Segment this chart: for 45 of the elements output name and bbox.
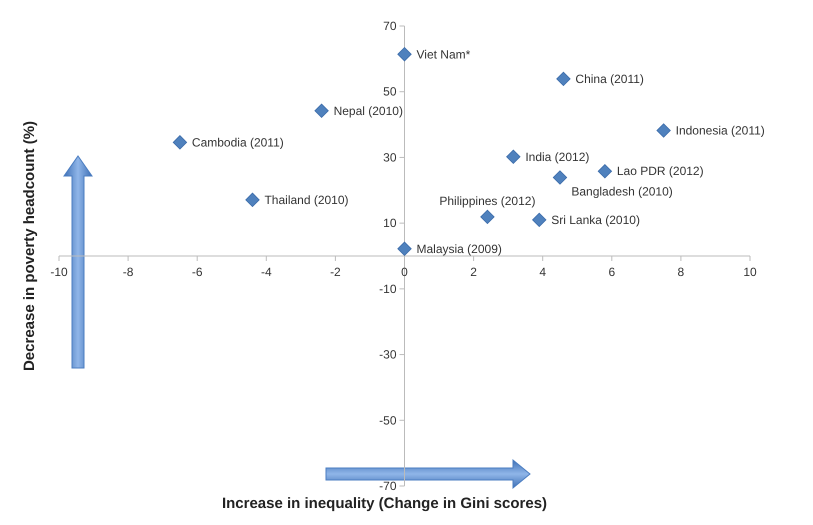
annotation: Indonesia (2011) [676, 123, 765, 138]
x-tick-label: 4 [539, 265, 546, 279]
x-tick-label: -4 [260, 265, 272, 279]
annotation: Sri Lanka (2010) [551, 212, 640, 227]
point [556, 72, 571, 86]
point [506, 150, 520, 164]
y-tick-label: -70 [379, 479, 397, 493]
y-tick-label: -50 [379, 413, 397, 428]
y-tick-label: 50 [383, 84, 397, 99]
point [314, 104, 329, 118]
annotation: Bangladesh (2010) [571, 184, 673, 198]
point [397, 242, 412, 256]
y-tick-label: -30 [379, 348, 397, 362]
annotation: India (2012) [525, 150, 590, 164]
annotation: Lao PDR (2012) [616, 164, 704, 178]
y-tick-label: 10 [383, 216, 397, 230]
annotation: Nepal (2010) [334, 104, 403, 118]
point [598, 164, 612, 178]
x-tick-label: -2 [330, 265, 342, 279]
x-tick-label: 10 [743, 265, 757, 279]
annotation: Cambodia (2011) [192, 135, 284, 150]
point [245, 192, 260, 207]
y-tick-label: -10 [379, 282, 397, 296]
y-tick-label: 30 [383, 150, 397, 164]
x-tick-label: 0 [401, 265, 408, 279]
annotation: Malaysia (2009) [416, 242, 502, 256]
annotation: Viet Nam* [416, 47, 471, 62]
x-tick-label: -8 [122, 265, 134, 279]
annotation: Thailand (2010) [264, 192, 349, 207]
point [480, 210, 495, 224]
point [397, 47, 412, 62]
annotation: Philippines (2012) [439, 194, 536, 208]
point [532, 212, 546, 227]
x-tick-label: 2 [470, 265, 478, 279]
x-tick-label: -6 [192, 265, 203, 279]
x-axis-title: Increase in inequality (Change in Gini scores) [222, 495, 548, 512]
y-tick-label: 70 [383, 19, 397, 33]
x-tick-label: 8 [678, 265, 685, 279]
x-tick-label: 6 [608, 265, 616, 279]
point [656, 123, 671, 138]
point [552, 170, 568, 185]
x-tick-label: -10 [50, 265, 68, 279]
point [172, 135, 188, 150]
y-axis-title: Decrease in poverty headcount (%) [21, 120, 38, 372]
annotation: China (2011) [575, 72, 644, 86]
